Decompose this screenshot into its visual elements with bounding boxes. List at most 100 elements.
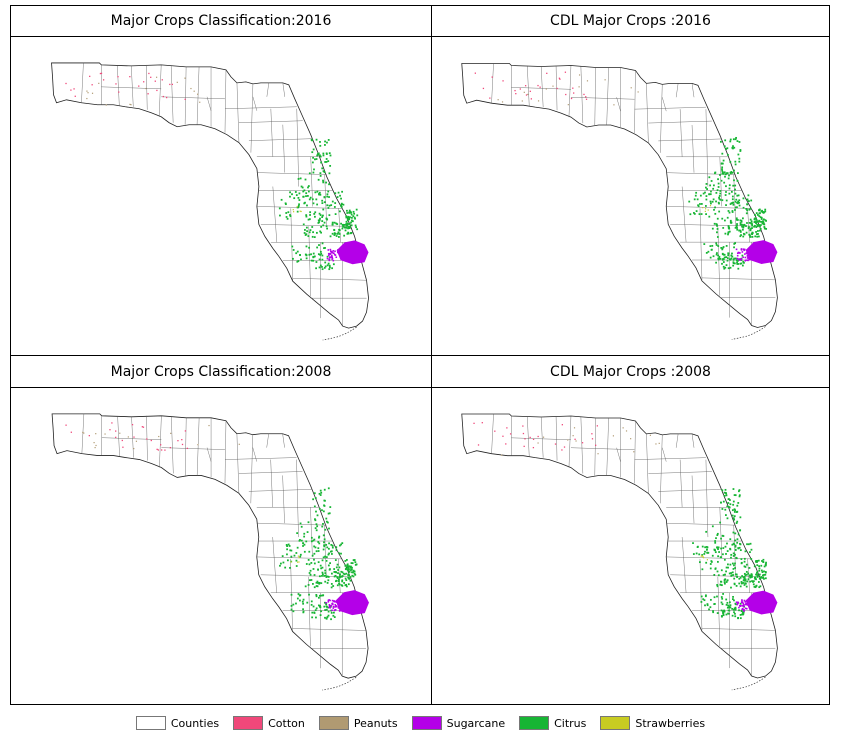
- citrus-pixel: [324, 569, 327, 572]
- sugarcane-layer: [326, 240, 369, 265]
- cotton-pixel: [169, 83, 171, 86]
- peanuts-pixel: [135, 440, 138, 442]
- citrus-pixel: [310, 536, 313, 539]
- citrus-pixel: [721, 534, 724, 537]
- citrus-pixel: [318, 582, 321, 585]
- citrus-pixel: [321, 167, 324, 170]
- citrus-pixel: [737, 502, 740, 504]
- citrus-pixel: [733, 494, 736, 496]
- citrus-pixel: [307, 186, 309, 189]
- citrus-pixel: [310, 253, 312, 256]
- legend-item-citrus: Citrus: [519, 716, 586, 730]
- citrus-pixel: [332, 585, 335, 587]
- citrus-pixel: [303, 535, 306, 538]
- citrus-pixel: [333, 228, 336, 231]
- citrus-pixel: [727, 177, 730, 180]
- citrus-pixel: [713, 596, 716, 599]
- citrus-pixel: [326, 264, 329, 267]
- citrus-pixel: [331, 232, 334, 235]
- peanuts-pixel: [658, 442, 660, 444]
- citrus-pixel: [719, 257, 722, 260]
- citrus-pixel: [714, 551, 717, 554]
- sugarcane-pixel: [333, 609, 336, 612]
- citrus-pixel: [350, 213, 353, 216]
- cotton-pixel: [121, 439, 123, 442]
- citrus-pixel: [351, 562, 354, 565]
- citrus-pixel: [332, 611, 335, 614]
- citrus-pixel: [704, 595, 707, 598]
- citrus-pixel: [719, 190, 722, 192]
- citrus-pixel: [329, 154, 332, 157]
- citrus-pixel: [315, 523, 318, 526]
- citrus-pixel: [317, 582, 319, 584]
- cotton-pixel: [561, 424, 563, 426]
- citrus-pixel: [758, 573, 761, 576]
- citrus-pixel: [701, 568, 704, 571]
- citrus-pixel: [711, 200, 714, 203]
- citrus-pixel: [279, 564, 281, 567]
- citrus-pixel: [725, 199, 728, 202]
- citrus-pixel: [299, 599, 301, 602]
- sugarcane-pixel: [736, 603, 739, 606]
- citrus-pixel: [710, 248, 713, 251]
- citrus-pixel: [324, 247, 326, 249]
- peanuts-pixel: [575, 440, 577, 442]
- citrus-pixel: [319, 174, 322, 177]
- peanuts-pixel: [527, 93, 529, 95]
- citrus-pixel: [720, 162, 723, 165]
- strawberries-pixel: [297, 555, 299, 557]
- citrus-pixel: [705, 251, 708, 254]
- citrus-pixel: [322, 534, 325, 537]
- citrus-pixel: [755, 233, 758, 236]
- sugarcane-pixel: [335, 600, 338, 603]
- citrus-pixel: [323, 574, 326, 577]
- citrus-pixel: [736, 575, 739, 578]
- citrus-pixel: [731, 509, 734, 512]
- citrus-pixel: [313, 505, 316, 508]
- citrus-pixel: [735, 259, 738, 262]
- citrus-pixel: [750, 548, 753, 551]
- citrus-pixel: [322, 208, 325, 211]
- sugarcane-pixel: [331, 256, 333, 259]
- citrus-pixel: [731, 211, 734, 213]
- citrus-pixel: [755, 221, 757, 224]
- citrus-pixel: [345, 585, 348, 588]
- citrus-pixel: [742, 612, 745, 615]
- sugarcane-area: [745, 240, 778, 264]
- county-boundary: [159, 415, 162, 468]
- citrus-pixel: [765, 561, 767, 564]
- citrus-pixel: [323, 196, 326, 199]
- citrus-pixel: [704, 546, 707, 549]
- citrus-pixel: [336, 584, 339, 587]
- citrus-pixel: [722, 159, 725, 162]
- citrus-pixel: [734, 192, 737, 195]
- citrus-pixel: [763, 570, 765, 573]
- citrus-pixel: [732, 531, 735, 534]
- citrus-pixel: [693, 212, 695, 214]
- citrus-pixel: [725, 566, 728, 569]
- citrus-pixel: [734, 184, 737, 187]
- citrus-pixel: [741, 613, 743, 616]
- citrus-pixel: [319, 154, 321, 157]
- citrus-pixel: [309, 211, 312, 214]
- citrus-pixel: [319, 230, 322, 233]
- citrus-pixel: [739, 223, 742, 226]
- citrus-pixel: [335, 546, 338, 549]
- citrus-pixel: [292, 603, 295, 606]
- sugarcane-pixel: [741, 607, 744, 610]
- citrus-pixel: [721, 489, 724, 492]
- citrus-pixel: [316, 525, 319, 528]
- citrus-pixel: [315, 231, 318, 234]
- citrus-pixel: [730, 190, 733, 193]
- citrus-pixel: [712, 610, 714, 612]
- sugarcane-pixel: [742, 256, 744, 259]
- citrus-pixel: [758, 209, 761, 212]
- citrus-pixel: [763, 565, 766, 568]
- citrus-pixel: [734, 549, 737, 551]
- citrus-pixel: [734, 562, 736, 565]
- cotton-pixel: [165, 96, 168, 99]
- citrus-pixel: [313, 545, 316, 548]
- citrus-pixel: [729, 266, 732, 269]
- sugarcane-pixel: [328, 605, 331, 607]
- citrus-pixel: [321, 525, 324, 528]
